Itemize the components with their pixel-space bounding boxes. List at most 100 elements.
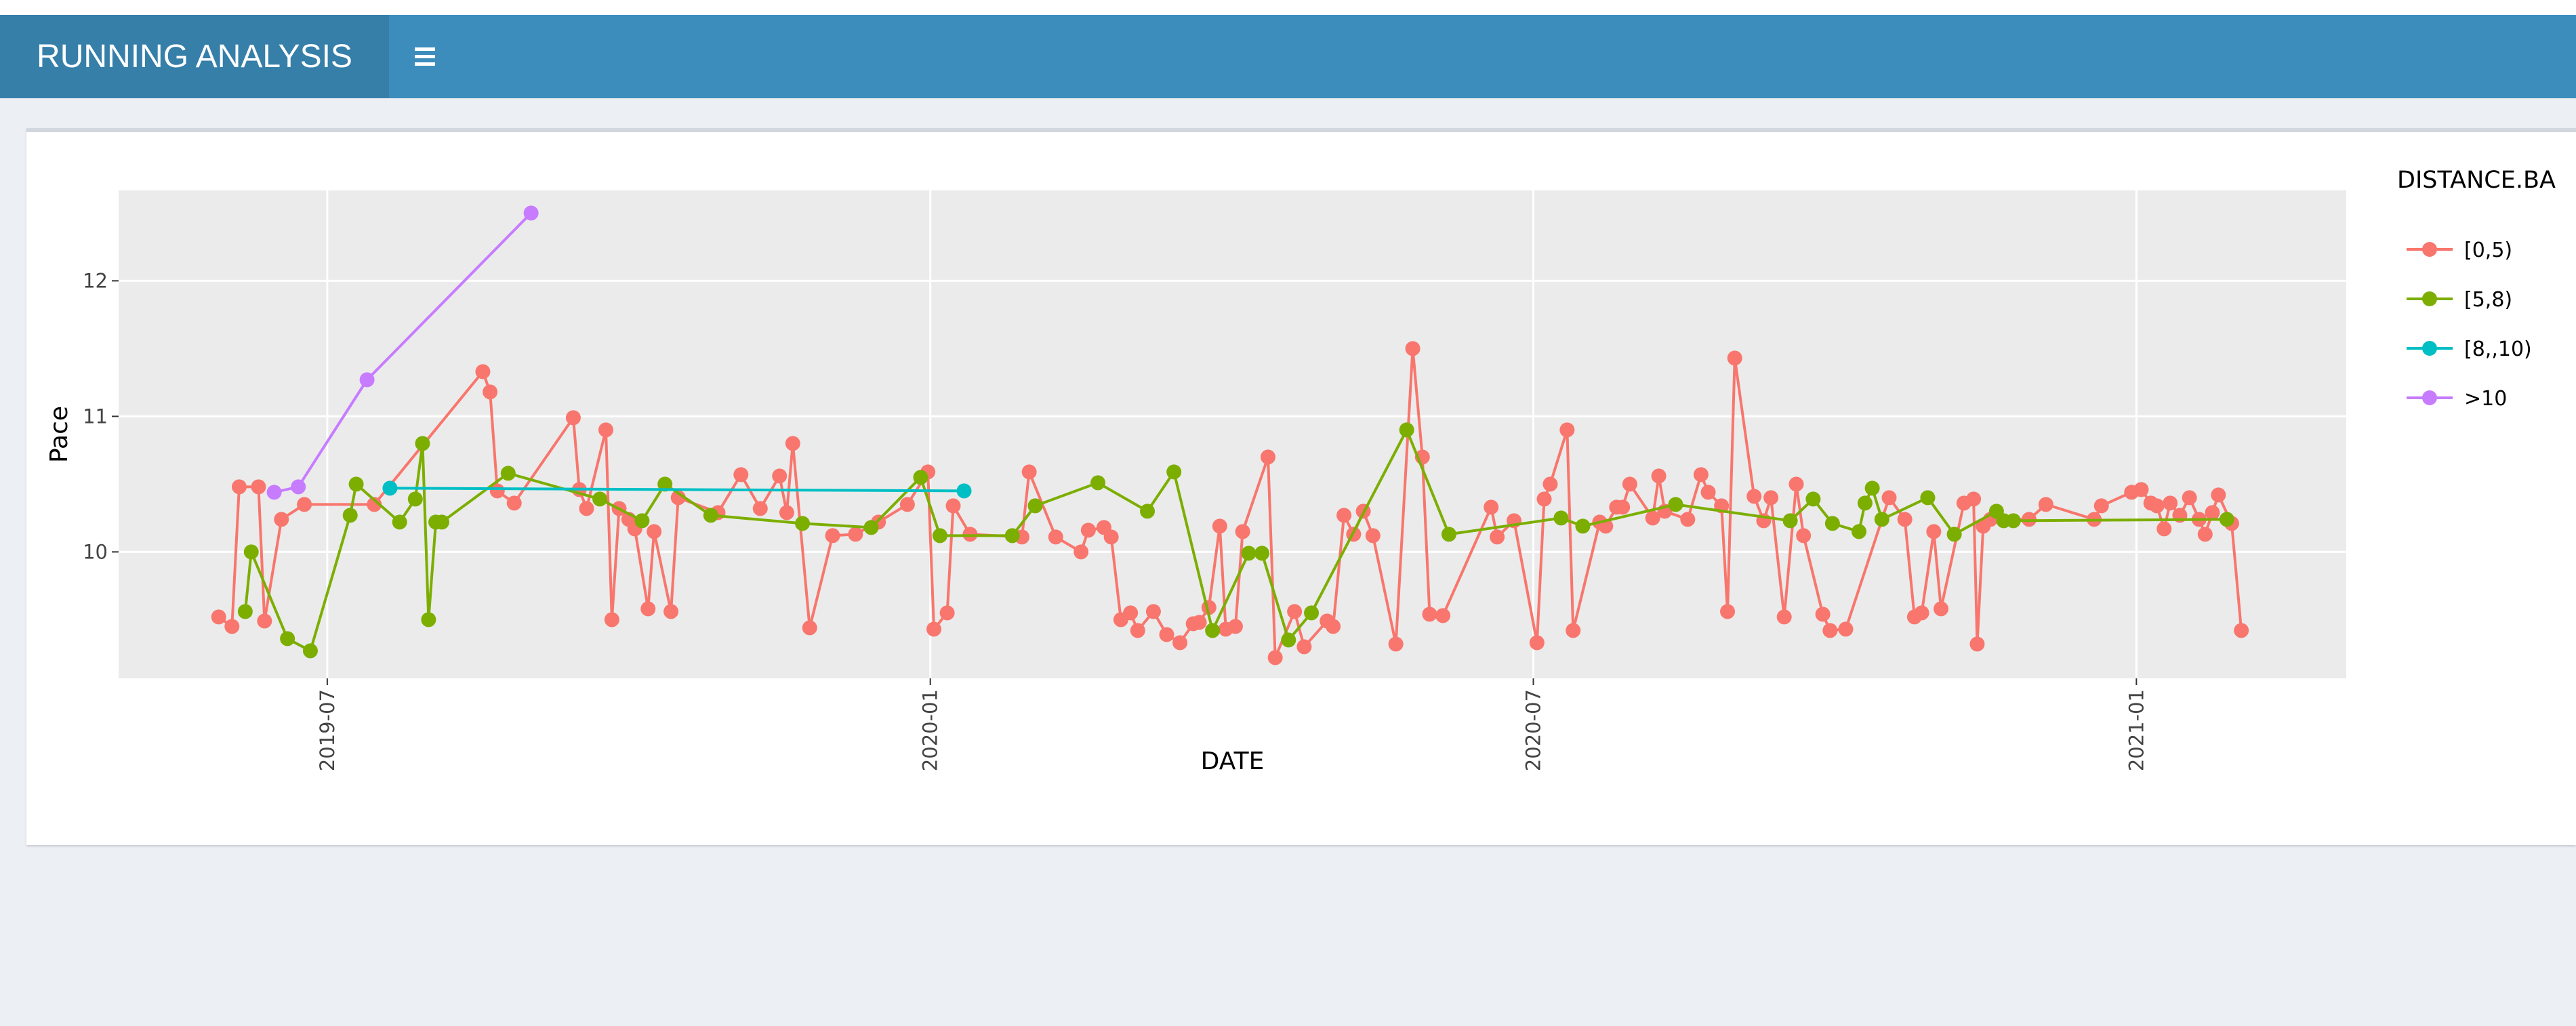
data-point [2133, 482, 2149, 497]
data-point [523, 205, 539, 221]
data-point [421, 612, 436, 628]
data-point [1267, 650, 1283, 665]
data-point [1326, 619, 1341, 634]
data-point [1914, 605, 1929, 621]
data-point [1287, 604, 1303, 619]
data-point [1897, 512, 1913, 527]
series-line [274, 211, 533, 494]
data-point [1815, 607, 1831, 622]
data-point [367, 497, 382, 512]
data-point [1727, 350, 1742, 366]
x-tick-label: 2020-01 [919, 689, 942, 771]
data-point [359, 372, 375, 388]
data-point [2211, 487, 2226, 503]
data-point [342, 508, 358, 523]
data-point [1838, 621, 1854, 637]
data-point [1693, 467, 1709, 483]
data-point [1021, 464, 1037, 480]
data-point [1782, 513, 1798, 529]
data-point [500, 466, 516, 481]
data-point [1441, 527, 1456, 542]
data-point [1405, 341, 1420, 356]
data-point [604, 612, 619, 628]
x-tick-label: 2021-01 [2125, 689, 2148, 771]
data-point [2038, 497, 2053, 512]
data-point [932, 528, 947, 543]
data-point [1966, 491, 1982, 507]
data-point [2163, 495, 2178, 511]
data-point [1824, 516, 1840, 531]
data-point [2197, 527, 2213, 542]
data-point [640, 601, 656, 617]
menu-toggle[interactable] [415, 46, 435, 66]
data-point [1159, 627, 1174, 642]
data-point [863, 520, 879, 535]
data-point [1296, 639, 1312, 655]
data-point [1103, 529, 1119, 545]
data-point [1227, 619, 1243, 634]
data-point [302, 643, 318, 659]
data-point [565, 410, 581, 426]
data-point [1700, 485, 1716, 500]
data-point [579, 501, 594, 516]
y-tick-label: 11 [83, 405, 108, 428]
data-point [489, 483, 505, 499]
data-point [1622, 476, 1637, 492]
data-point [1934, 601, 1949, 617]
data-point [785, 436, 800, 451]
chart: 10 11 12 2019-07 2020-01 2020-07 2021-01 DATE Pa… [45, 167, 2556, 775]
data-point [1388, 636, 1404, 652]
y-axis-label: Pace [45, 406, 73, 463]
data-point [1123, 605, 1139, 621]
data-point [634, 513, 650, 529]
data-point [1852, 524, 1867, 539]
data-point [1881, 490, 1897, 506]
data-point [1926, 524, 1942, 539]
data-point [1090, 475, 1106, 491]
data-point [1720, 604, 1736, 619]
data-point [280, 631, 295, 647]
data-point [1668, 497, 1683, 512]
data-point [2005, 513, 2021, 529]
data-point [1680, 512, 1696, 527]
data-point [1235, 524, 1250, 539]
legend-label: >10 [2464, 387, 2507, 411]
data-point [1746, 489, 1762, 504]
series-line [390, 487, 964, 493]
data-point [1805, 491, 1821, 507]
app-title[interactable]: RUNNING ANALYSIS [0, 15, 389, 98]
data-point [647, 524, 662, 539]
data-point [1788, 476, 1804, 492]
data-point [243, 544, 259, 560]
data-point [1435, 608, 1451, 623]
data-point [1074, 544, 1089, 560]
data-point [733, 467, 749, 483]
plot-background [119, 190, 2346, 678]
data-point [1822, 623, 1838, 638]
data-point [1254, 546, 1270, 561]
data-point [848, 527, 863, 542]
data-point [415, 436, 430, 451]
data-point [1969, 636, 1985, 652]
data-point [2149, 498, 2165, 514]
y-tick-label: 10 [83, 540, 108, 563]
data-point [1365, 528, 1381, 543]
data-point [1920, 490, 1936, 506]
data-point [1763, 490, 1779, 506]
data-point [1130, 623, 1145, 638]
data-point [1645, 510, 1660, 526]
data-point [1776, 609, 1792, 625]
legend-label: [8,,10) [2464, 337, 2532, 361]
data-point [266, 485, 282, 500]
data-point [434, 514, 449, 530]
legend-title: DISTANCE.BA [2397, 167, 2556, 194]
data-point [1529, 635, 1545, 651]
data-point [1145, 604, 1161, 619]
data-point [956, 483, 972, 499]
data-point [1166, 464, 1182, 480]
data-point [1027, 498, 1043, 514]
data-point [1796, 528, 1812, 543]
data-point [825, 528, 840, 543]
data-point [1490, 529, 1505, 545]
